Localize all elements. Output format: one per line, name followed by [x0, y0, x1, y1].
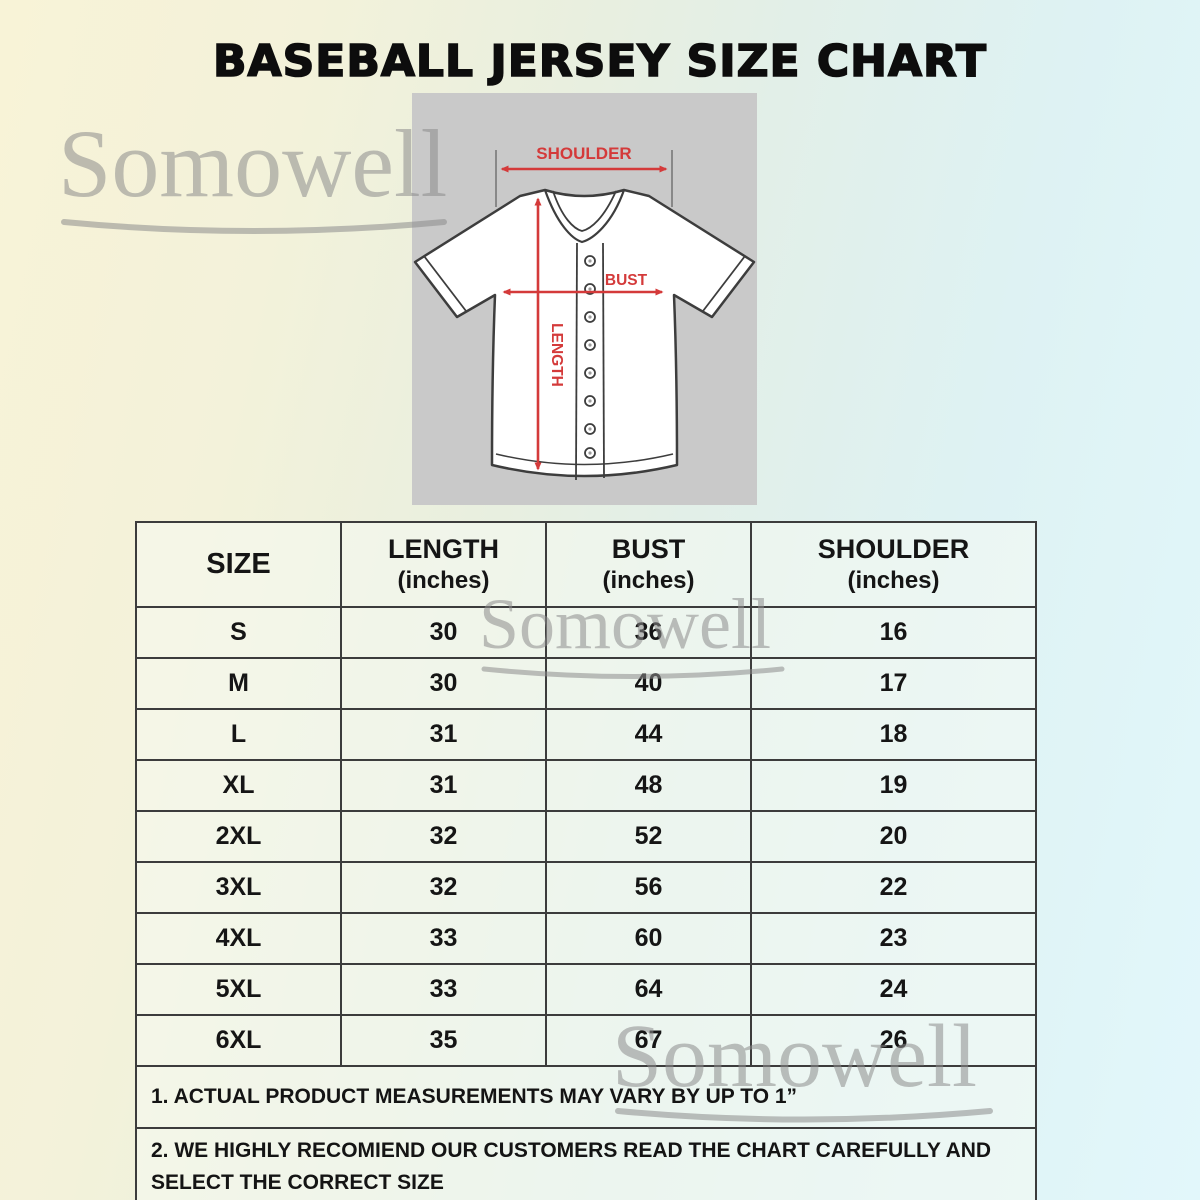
watermark-somowell-top: Somowell: [58, 116, 450, 240]
size-cell: S: [135, 606, 342, 659]
bust-cell: 48: [545, 759, 752, 812]
shoulder-cell: 20: [750, 810, 1037, 863]
shoulder-cell: 19: [750, 759, 1037, 812]
bust-cell: 44: [545, 708, 752, 761]
length-measure-label: LENGTH: [548, 323, 565, 387]
jersey-diagram: SHOULDER BUST LENGTH: [413, 144, 756, 481]
shoulder-cell: 26: [750, 1014, 1037, 1067]
bust-cell: 52: [545, 810, 752, 863]
length-cell: 30: [340, 606, 547, 659]
bust-cell: 56: [545, 861, 752, 914]
shoulder-cell: 17: [750, 657, 1037, 710]
size-cell: L: [135, 708, 342, 761]
size-cell: M: [135, 657, 342, 710]
size-chart-table: SIZE LENGTH (inches) BUST (inches) SHOUL…: [135, 521, 1037, 1200]
watermark-swoosh-icon: [61, 219, 447, 234]
length-cell: 33: [340, 963, 547, 1016]
length-cell: 30: [340, 657, 547, 710]
bust-cell: 40: [545, 657, 752, 710]
bust-cell: 67: [545, 1014, 752, 1067]
shoulder-cell: 18: [750, 708, 1037, 761]
size-cell: XL: [135, 759, 342, 812]
size-cell: 6XL: [135, 1014, 342, 1067]
bust-cell: 64: [545, 963, 752, 1016]
header-bust: BUST (inches): [545, 521, 752, 608]
length-cell: 31: [340, 759, 547, 812]
size-cell: 5XL: [135, 963, 342, 1016]
page-title: BASEBALL JERSEY SIZE CHART: [212, 35, 987, 88]
length-cell: 31: [340, 708, 547, 761]
note-2-text: 2. WE HIGHLY RECOMIEND OUR CUSTOMERS REA…: [135, 1127, 1037, 1200]
shoulder-cell: 22: [750, 861, 1037, 914]
note-1-text: 1. ACTUAL PRODUCT MEASUREMENTS MAY VARY …: [135, 1065, 1037, 1129]
table-row: 3XL 32 56 22: [135, 861, 1037, 914]
watermark-text: Somowell: [58, 110, 448, 217]
table-row: S 30 36 16: [135, 606, 1037, 659]
jersey-placket: [575, 242, 578, 481]
bust-cell: 36: [545, 606, 752, 659]
jersey-collar: [543, 189, 626, 244]
shoulder-cell: 24: [750, 963, 1037, 1016]
jersey-outline: [413, 188, 756, 478]
size-cell: 3XL: [135, 861, 342, 914]
table-row: L 31 44 18: [135, 708, 1037, 761]
shoulder-cell: 23: [750, 912, 1037, 965]
length-cell: 32: [340, 810, 547, 863]
bust-cell: 60: [545, 912, 752, 965]
note-row: 1. ACTUAL PRODUCT MEASUREMENTS MAY VARY …: [135, 1065, 1037, 1129]
table-row: XL 31 48 19: [135, 759, 1037, 812]
length-cell: 35: [340, 1014, 547, 1067]
length-cell: 32: [340, 861, 547, 914]
header-shoulder: SHOULDER (inches): [750, 521, 1037, 608]
size-cell: 2XL: [135, 810, 342, 863]
table-row: 2XL 32 52 20: [135, 810, 1037, 863]
table-header-row: SIZE LENGTH (inches) BUST (inches) SHOUL…: [135, 521, 1037, 608]
size-cell: 4XL: [135, 912, 342, 965]
shoulder-cell: 16: [750, 606, 1037, 659]
header-size: SIZE: [135, 521, 342, 608]
table-row: 5XL 33 64 24: [135, 963, 1037, 1016]
bust-measure-label: BUST: [605, 272, 648, 289]
length-cell: 33: [340, 912, 547, 965]
table-row: 4XL 33 60 23: [135, 912, 1037, 965]
table-row: M 30 40 17: [135, 657, 1037, 710]
note-row: 2. WE HIGHLY RECOMIEND OUR CUSTOMERS REA…: [135, 1127, 1037, 1200]
shoulder-measure-label: SHOULDER: [536, 144, 631, 163]
jersey-diagram-panel: SHOULDER BUST LENGTH: [412, 93, 757, 505]
header-length: LENGTH (inches): [340, 521, 547, 608]
table-row: 6XL 35 67 26: [135, 1014, 1037, 1067]
